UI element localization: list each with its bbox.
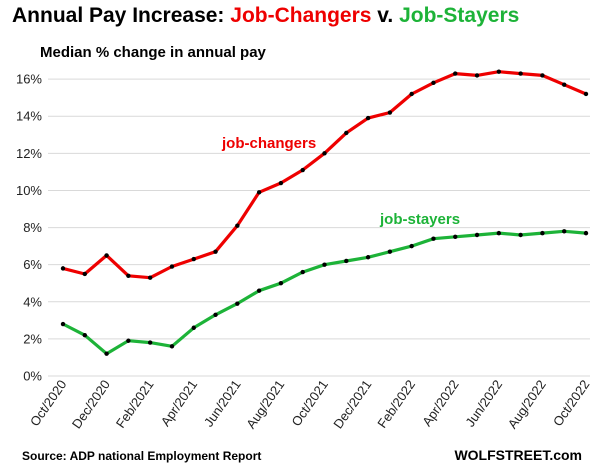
x-tick-label: Oct/2021: [288, 377, 331, 429]
brand-logo-text: WOLFSTREET.com: [454, 447, 582, 463]
job-stayers-point: [147, 340, 153, 345]
job-changers-point: [278, 180, 284, 186]
series-label-job-changers: job-changers: [221, 135, 316, 152]
y-tick-label: 16%: [16, 72, 42, 87]
job-changers-line: [61, 70, 588, 280]
x-tick-label: Aug/2022: [505, 377, 549, 431]
series-label-job-stayers: job-stayers: [379, 211, 460, 228]
chart-subtitle: Median % change in annual pay: [40, 44, 266, 61]
job-stayers-point: [540, 230, 545, 236]
x-tick-label: Dec/2021: [330, 377, 374, 431]
job-stayers-point: [256, 288, 262, 293]
job-stayers-point: [60, 321, 66, 327]
job-changers-point: [213, 249, 218, 254]
job-changers-point: [126, 273, 131, 279]
job-changers-point: [387, 110, 393, 115]
job-changers-point: [496, 69, 502, 74]
job-changers-point: [540, 73, 545, 78]
job-stayers-point: [496, 230, 502, 236]
job-stayers-point: [235, 301, 240, 306]
job-stayers-point: [213, 312, 218, 317]
job-changers-point: [365, 115, 371, 121]
job-stayers-point: [104, 351, 109, 356]
y-tick-label: 6%: [23, 257, 42, 272]
title-prefix: Annual Pay Increase:: [12, 4, 231, 27]
x-tick-label: Aug/2021: [243, 377, 287, 431]
job-stayers-point: [387, 249, 393, 254]
job-stayers-point: [126, 338, 131, 343]
x-tick-label: Apr/2022: [419, 377, 462, 429]
job-changers-point: [322, 151, 327, 156]
job-changers-point: [453, 71, 458, 76]
job-changers-point: [256, 190, 262, 195]
chart-title: Annual Pay Increase: Job-Changers v. Job…: [12, 4, 519, 28]
job-stayers-point: [191, 325, 196, 330]
job-changers-point: [191, 256, 196, 262]
job-changers-point: [518, 71, 523, 76]
job-stayers-point: [365, 255, 371, 260]
job-changers-point: [60, 266, 66, 271]
job-stayers-point: [453, 234, 458, 240]
title-job-changers: Job-Changers: [230, 4, 372, 27]
job-changers-point: [169, 264, 175, 269]
job-stayers-point: [300, 269, 305, 275]
job-stayers-point: [583, 230, 589, 236]
x-tick-label: Feb/2022: [374, 377, 418, 431]
job-stayers-point: [169, 344, 175, 349]
job-stayers-point: [409, 243, 414, 249]
job-stayers-point: [518, 232, 523, 238]
y-tick-label: 14%: [16, 109, 42, 124]
x-tick-label: Feb/2021: [113, 377, 157, 431]
job-changers-point: [583, 91, 589, 97]
y-tick-label: 2%: [23, 331, 42, 346]
y-tick-label: 12%: [16, 146, 42, 161]
job-stayers-point: [474, 232, 480, 238]
y-tick-label: 4%: [23, 294, 42, 309]
job-changers-point: [104, 253, 109, 258]
y-tick-label: 8%: [23, 220, 42, 235]
job-changers-point: [82, 271, 87, 277]
x-tick-label: Oct/2020: [27, 377, 70, 429]
job-stayers-point: [562, 229, 567, 234]
job-stayers-line: [61, 229, 588, 356]
job-changers-point: [409, 91, 414, 97]
x-tick-label: Dec/2020: [69, 377, 113, 431]
title-separator: v.: [371, 4, 400, 27]
job-changers-point: [300, 167, 305, 173]
job-stayers-point: [278, 281, 284, 286]
job-stayers-point: [431, 236, 436, 241]
x-tick-label: Jun/2021: [201, 377, 244, 429]
y-tick-label: 10%: [16, 183, 42, 198]
job-changers-point: [235, 223, 240, 228]
job-stayers-point: [344, 258, 349, 264]
job-changers-point: [344, 130, 349, 136]
y-tick-label: 0%: [23, 369, 42, 384]
x-tick-label: Apr/2021: [158, 377, 201, 429]
job-stayers-point: [322, 262, 327, 267]
x-tick-label: Oct/2022: [550, 377, 593, 429]
job-stayers-point: [82, 332, 87, 338]
source-note: Source: ADP national Employment Report: [22, 449, 262, 463]
job-changers-point: [431, 80, 436, 86]
title-job-stayers: Job-Stayers: [399, 4, 520, 27]
job-changers-point: [474, 73, 480, 78]
x-tick-label: Jun/2022: [462, 377, 505, 429]
job-changers-point: [147, 275, 153, 280]
job-changers-point: [562, 82, 567, 87]
